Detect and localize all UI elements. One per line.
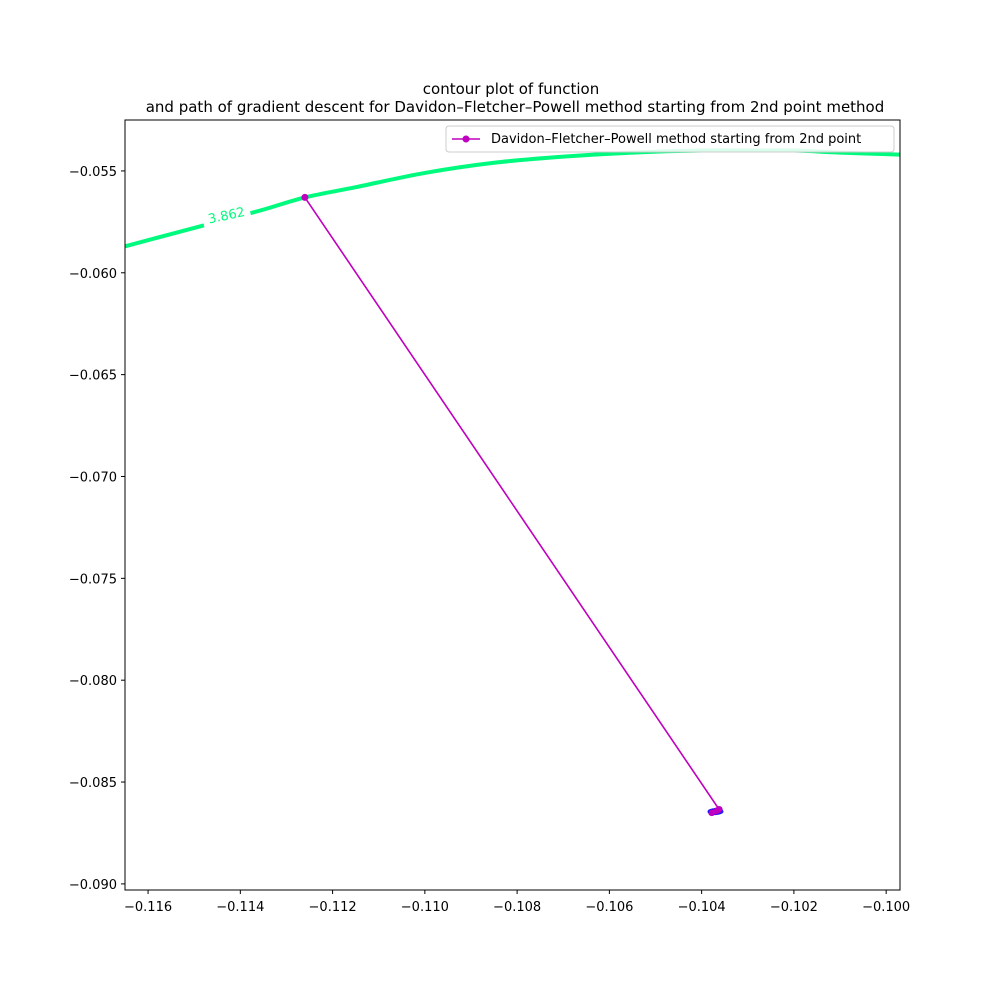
series-point (301, 193, 309, 201)
legend: Davidon–Fletcher–Powell method starting … (445, 125, 895, 153)
y-tick-label: −0.070 (69, 470, 117, 485)
chart-title: contour plot of function and path of gra… (146, 80, 885, 116)
y-tick-label: −0.080 (69, 674, 117, 689)
x-tick-label: −0.116 (124, 900, 172, 915)
x-tick-label: −0.108 (493, 900, 541, 915)
y-axis: −0.055 −0.060 −0.065 −0.070 −0.075 −0.080 −0.0… (69, 165, 125, 893)
y-tick-label: −0.075 (69, 572, 117, 587)
legend-box (445, 125, 895, 153)
legend-entry-dfp: Davidon–Fletcher–Powell method starting … (491, 132, 861, 147)
y-tick-label: −0.060 (69, 267, 117, 282)
y-tick-label: −0.055 (69, 165, 117, 180)
x-axis: −0.116 −0.114 −0.112 −0.110 −0.108 −0.106 −0.1… (124, 890, 910, 915)
x-tick-label: −0.106 (585, 900, 633, 915)
series-point-final (713, 807, 720, 814)
chart-title-line-1: contour plot of function (423, 80, 599, 98)
y-tick-label: −0.085 (69, 776, 117, 791)
chart-title-line-2: and path of gradient descent for Davidon… (146, 98, 885, 116)
y-tick-label: −0.090 (69, 878, 117, 893)
x-tick-label: −0.100 (862, 900, 910, 915)
contour-label-gap (200, 199, 252, 228)
y-tick-label: −0.065 (69, 369, 117, 384)
x-tick-label: −0.112 (309, 900, 357, 915)
legend-marker-swatch (462, 135, 470, 143)
x-tick-label: −0.110 (401, 900, 449, 915)
x-tick-label: −0.114 (216, 900, 264, 915)
x-tick-label: −0.102 (770, 900, 818, 915)
x-tick-label: −0.104 (678, 900, 726, 915)
axes-frame (124, 119, 901, 891)
